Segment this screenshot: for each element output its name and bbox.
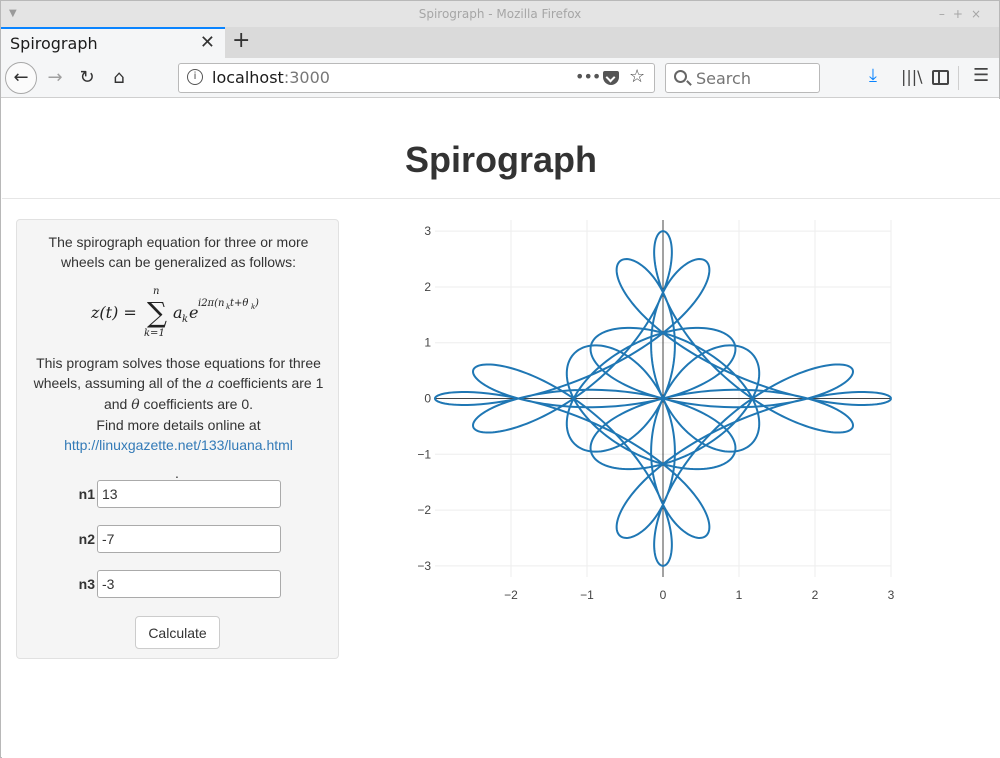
new-tab-icon[interactable]: + <box>232 28 251 53</box>
y-tick-label: −3 <box>417 559 431 573</box>
page-content: Spirograph The spirograph equation for t… <box>2 99 1000 758</box>
search-icon <box>674 70 687 83</box>
download-icon[interactable]: ⤓ <box>869 65 877 86</box>
window-controls[interactable]: –+× <box>938 7 989 21</box>
nav-toolbar: ← → ↻ ⌂ i localhost:3000 ••• ☆ ⤓ |||\ ☰ <box>1 58 999 98</box>
x-tick-label: 0 <box>660 588 667 602</box>
svg-text:a: a <box>173 303 183 322</box>
svg-text:k: k <box>226 303 230 311</box>
search-bar[interactable] <box>665 63 820 93</box>
intro-text: The spirograph equation for three or mor… <box>48 234 309 270</box>
svg-text:z(t) =: z(t) = <box>90 303 137 322</box>
forward-icon[interactable]: → <box>47 67 63 88</box>
n2-label: n2 <box>78 531 95 547</box>
n1-input[interactable] <box>97 480 281 508</box>
svg-text:e: e <box>189 303 198 322</box>
n3-label: n3 <box>78 576 95 592</box>
x-tick-label: −2 <box>504 588 518 602</box>
spirograph-plot: −2 −1 0 1 2 3 −3 −2 −1 0 1 2 3 <box>417 220 895 602</box>
page-actions-icon[interactable]: ••• <box>575 67 601 86</box>
calculate-button[interactable]: Calculate <box>135 616 220 649</box>
toolbar-separator <box>958 66 959 90</box>
title-bar: ▼ Spirograph - Mozilla Firefox –+× <box>1 1 999 27</box>
window-title: Spirograph - Mozilla Firefox <box>418 7 582 21</box>
header-divider <box>2 198 1000 199</box>
y-tick-label: −1 <box>417 447 431 461</box>
search-input[interactable] <box>696 68 814 88</box>
x-tick-label: −1 <box>580 588 594 602</box>
n2-input[interactable] <box>97 525 281 553</box>
spirograph-equation: z(t) = ∑ n k=1 a k e i2π(n k t+θ k ) <box>90 286 259 339</box>
url-bar[interactable]: i localhost:3000 ••• ☆ <box>178 63 655 93</box>
y-tick-label: 0 <box>424 392 431 406</box>
y-tick-label: 2 <box>424 280 431 294</box>
n1-label: n1 <box>78 486 95 502</box>
svg-text:∑: ∑ <box>147 296 167 329</box>
x-tick-label: 1 <box>736 588 743 602</box>
n3-row: n3 <box>73 570 303 598</box>
window-menu-icon[interactable]: ▼ <box>9 8 17 19</box>
page-title: Spirograph <box>404 139 597 180</box>
svg-text:k: k <box>182 314 188 325</box>
svg-text:t+θ: t+θ <box>230 298 248 309</box>
x-tick-label: 2 <box>812 588 819 602</box>
sidebar-icon[interactable] <box>932 70 949 85</box>
x-tick-label: 3 <box>888 588 895 602</box>
spirograph-curve <box>433 230 892 567</box>
svg-text:i2π(n: i2π(n <box>198 298 224 309</box>
tab-spirograph[interactable]: Spirograph ✕ <box>1 27 225 58</box>
tab-bar: Spirograph ✕ + <box>1 27 999 58</box>
n1-row: n1 <box>73 480 303 508</box>
library-icon[interactable]: |||\ <box>901 67 923 86</box>
svg-text:): ) <box>254 298 259 309</box>
y-tick-label: 3 <box>424 224 431 238</box>
url-text[interactable]: localhost:3000 <box>212 68 330 87</box>
description-text: This program solves those equations for … <box>33 355 324 453</box>
details-link[interactable]: http://linuxgazette.net/133/luana.html <box>64 437 293 453</box>
bookmark-star-icon[interactable]: ☆ <box>629 66 646 87</box>
svg-text:n: n <box>153 286 159 297</box>
pocket-icon[interactable] <box>603 71 619 85</box>
tab-title: Spirograph <box>10 34 98 53</box>
site-info-icon[interactable]: i <box>187 69 203 85</box>
dot-separator: . <box>175 465 179 481</box>
reload-icon[interactable]: ↻ <box>79 67 95 88</box>
home-icon[interactable]: ⌂ <box>113 67 125 88</box>
y-tick-label: −2 <box>417 503 431 517</box>
y-tick-label: 1 <box>424 336 431 350</box>
tab-close-icon[interactable]: ✕ <box>199 32 215 53</box>
menu-icon[interactable]: ☰ <box>973 65 990 86</box>
back-icon[interactable]: ← <box>5 62 37 94</box>
svg-text:k: k <box>251 303 255 311</box>
n2-row: n2 <box>73 525 303 553</box>
control-panel: The spirograph equation for three or mor… <box>16 219 339 659</box>
n3-input[interactable] <box>97 570 281 598</box>
svg-text:k=1: k=1 <box>144 328 165 339</box>
